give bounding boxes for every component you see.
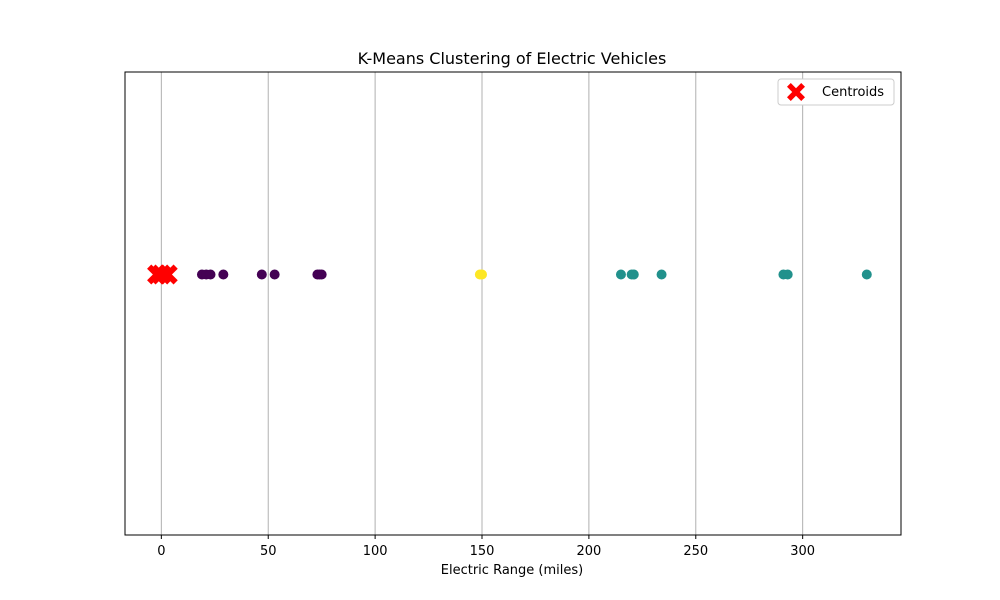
- x-tick-label-250: 250: [683, 544, 708, 559]
- data-point-cluster-0: [256, 269, 267, 280]
- data-point-cluster-2: [477, 269, 488, 280]
- centroid-markers: [147, 264, 178, 285]
- x-tick-label-50: 50: [260, 544, 277, 559]
- grid-lines: [160, 72, 804, 535]
- data-point-cluster-1: [615, 269, 626, 280]
- data-point-cluster-0: [218, 269, 229, 280]
- data-point-cluster-0: [205, 269, 216, 280]
- data-point-cluster-0: [316, 269, 327, 280]
- data-point-cluster-0: [269, 269, 280, 280]
- data-point-cluster-1: [782, 269, 793, 280]
- data-point-cluster-1: [861, 269, 872, 280]
- legend-centroid-marker: [787, 83, 805, 101]
- x-axis-ticks: 0 50 100 150 200 250 300: [157, 535, 815, 559]
- data-points: [196, 269, 872, 280]
- plot-area-frame: [124, 71, 902, 536]
- x-tick-label-300: 300: [790, 544, 815, 559]
- legend-box: [777, 78, 895, 106]
- legend-label-centroids: Centroids: [822, 85, 884, 100]
- x-tick-label-0: 0: [157, 544, 165, 559]
- x-tick-label-150: 150: [470, 544, 495, 559]
- x-axis-title: Electric Range (miles): [441, 563, 583, 578]
- legend-centroid-icon: [787, 83, 805, 101]
- data-point-cluster-1: [656, 269, 667, 280]
- legend: Centroids: [777, 78, 895, 106]
- chart-title: K-Means Clustering of Electric Vehicles: [358, 49, 667, 68]
- centroid-marker: [157, 264, 178, 285]
- data-point-cluster-1: [628, 269, 639, 280]
- x-tick-label-200: 200: [576, 544, 601, 559]
- x-tick-label-100: 100: [363, 544, 388, 559]
